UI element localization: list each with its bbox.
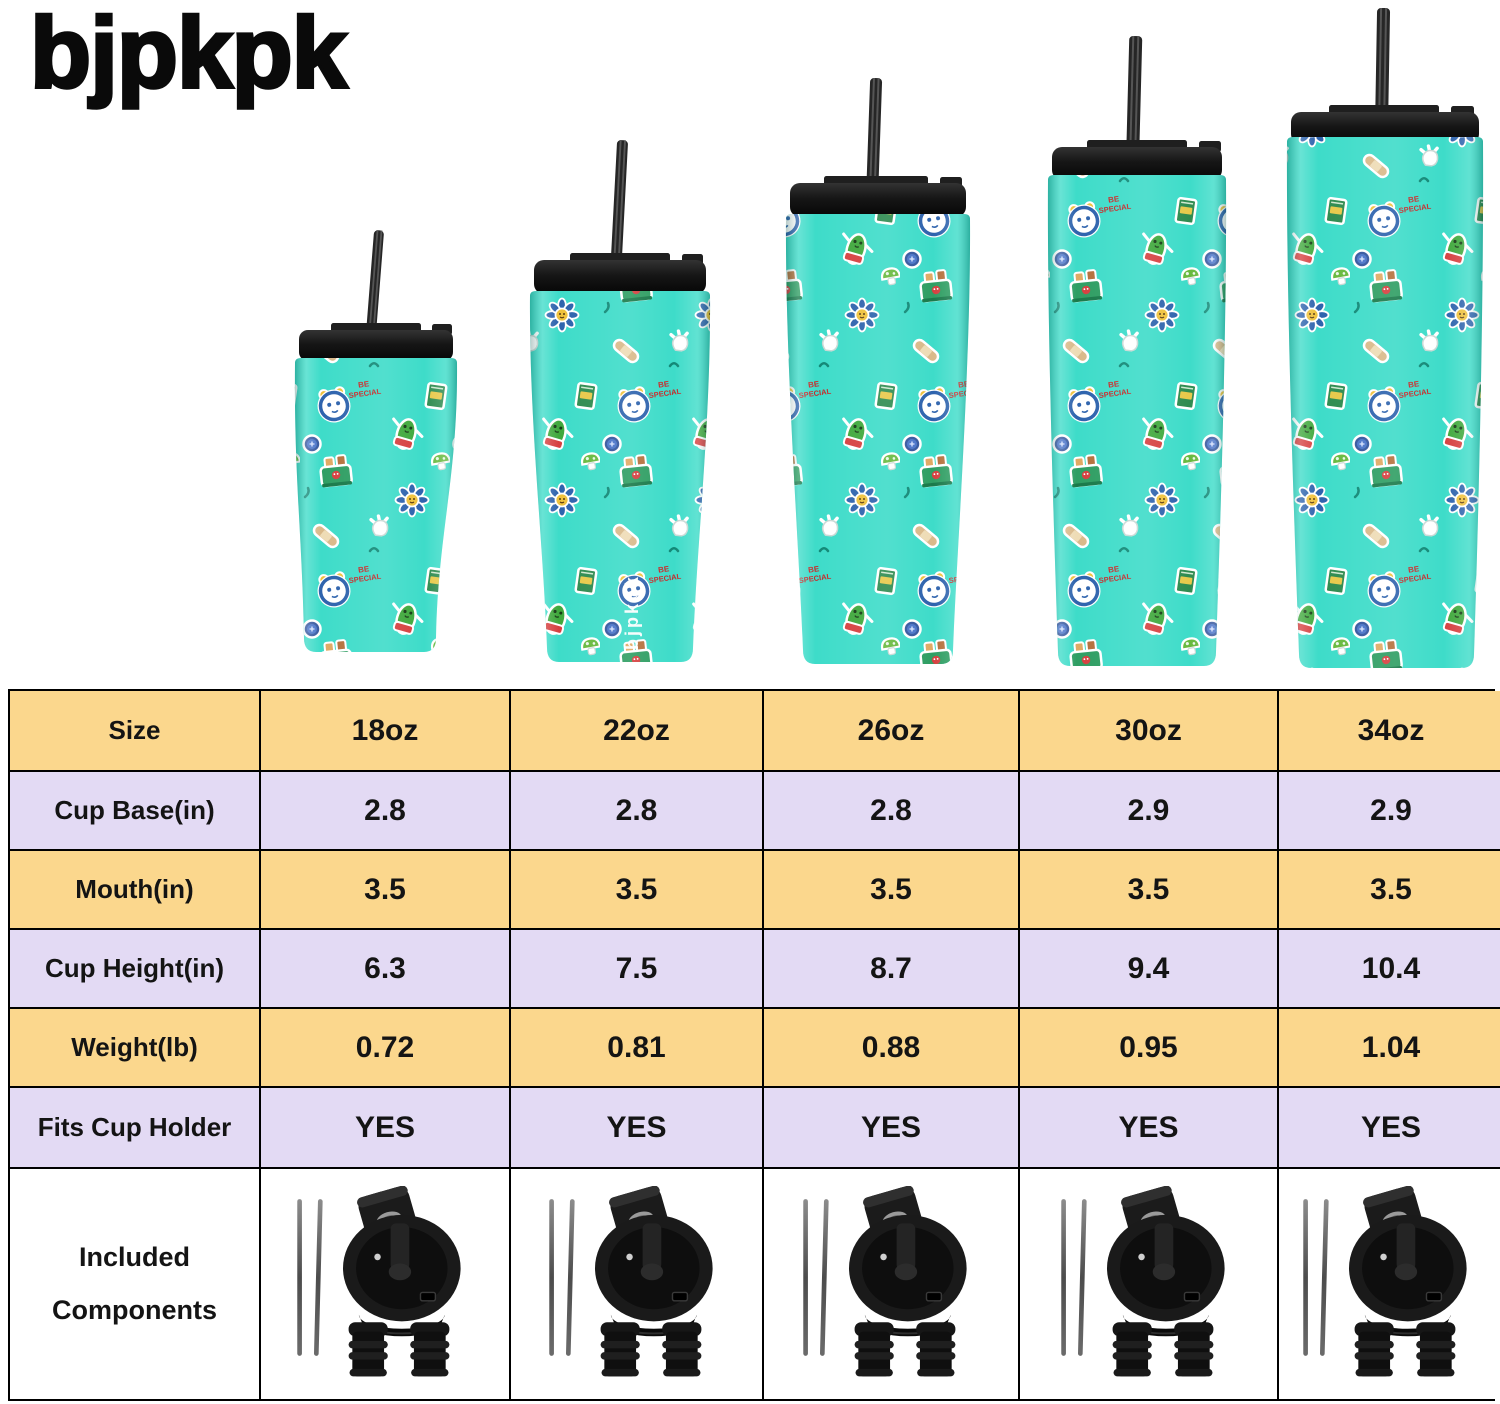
row-label-fits-cup-holder: Fits Cup Holder [10, 1088, 261, 1169]
size-header-cell: 30oz [1020, 691, 1279, 772]
spec-value-cell: 2.8 [511, 772, 764, 851]
tumbler-vertical-brand: bjpkpk [622, 574, 642, 650]
spec-value-cell: 9.4 [1020, 930, 1279, 1009]
tumbler-18oz [294, 230, 458, 652]
spec-value-cell: 3.5 [1020, 851, 1279, 930]
straws-lid-stoppers-icon [525, 1186, 749, 1382]
row-label-included-components: Included Components [10, 1169, 261, 1399]
spec-value-cell: YES [261, 1088, 511, 1169]
size-header-cell: 26oz [764, 691, 1020, 772]
spec-value-cell: YES [764, 1088, 1020, 1169]
spec-value-cell: YES [511, 1088, 764, 1169]
spec-value-cell: 0.95 [1020, 1009, 1279, 1088]
size-header-cell: 22oz [511, 691, 764, 772]
spec-value-cell: YES [1020, 1088, 1279, 1169]
included-label-line1: Included [78, 1242, 190, 1272]
spec-value-cell: 10.4 [1279, 930, 1500, 1009]
spec-value-cell: 6.3 [261, 930, 511, 1009]
included-components-cell [764, 1169, 1020, 1399]
spec-value-cell: 3.5 [764, 851, 1020, 930]
spec-table: Size 18oz 22oz 26oz 30oz 34oz Cup Base(i… [8, 689, 1500, 1401]
tumbler-22oz: bjpkpk [529, 140, 711, 662]
brand-logo: bjpkpk [28, 0, 349, 111]
spec-value-cell: 2.9 [1279, 772, 1500, 851]
spec-value-cell: 3.5 [261, 851, 511, 930]
spec-value-cell: 0.81 [511, 1009, 764, 1088]
spec-value-cell: 1.04 [1279, 1009, 1500, 1088]
tumbler-30oz [1047, 35, 1227, 666]
row-label-mouth: Mouth(in) [10, 851, 261, 930]
row-label-cup-base: Cup Base(in) [10, 772, 261, 851]
row-label-cup-height: Cup Height(in) [10, 930, 261, 1009]
spec-value-cell: 2.8 [764, 772, 1020, 851]
tumbler-lineup-image: BE SPECIAL [294, 7, 1484, 668]
included-components-cell [511, 1169, 764, 1399]
straws-lid-stoppers-icon [1037, 1186, 1261, 1382]
spec-value-cell: 7.5 [511, 930, 764, 1009]
straws-lid-stoppers-icon [779, 1186, 1003, 1382]
spec-value-cell: 0.72 [261, 1009, 511, 1088]
spec-value-cell: 3.5 [1279, 851, 1500, 930]
included-label-line2: Components [52, 1295, 217, 1325]
included-components-cell [1279, 1169, 1500, 1399]
spec-value-cell: YES [1279, 1088, 1500, 1169]
tumbler-34oz [1286, 7, 1484, 668]
row-label-weight: Weight(lb) [10, 1009, 261, 1088]
size-header-cell: 34oz [1279, 691, 1500, 772]
straws-lid-stoppers-icon [1279, 1186, 1500, 1382]
spec-value-cell: 3.5 [511, 851, 764, 930]
included-components-cell [261, 1169, 511, 1399]
straws-lid-stoppers-icon [273, 1186, 497, 1382]
size-header-cell: 18oz [261, 691, 511, 772]
included-components-cell [1020, 1169, 1279, 1399]
spec-value-cell: 2.9 [1020, 772, 1279, 851]
tumbler-26oz [785, 77, 971, 664]
spec-value-cell: 2.8 [261, 772, 511, 851]
row-label-size: Size [10, 691, 261, 772]
spec-value-cell: 0.88 [764, 1009, 1020, 1088]
spec-value-cell: 8.7 [764, 930, 1020, 1009]
